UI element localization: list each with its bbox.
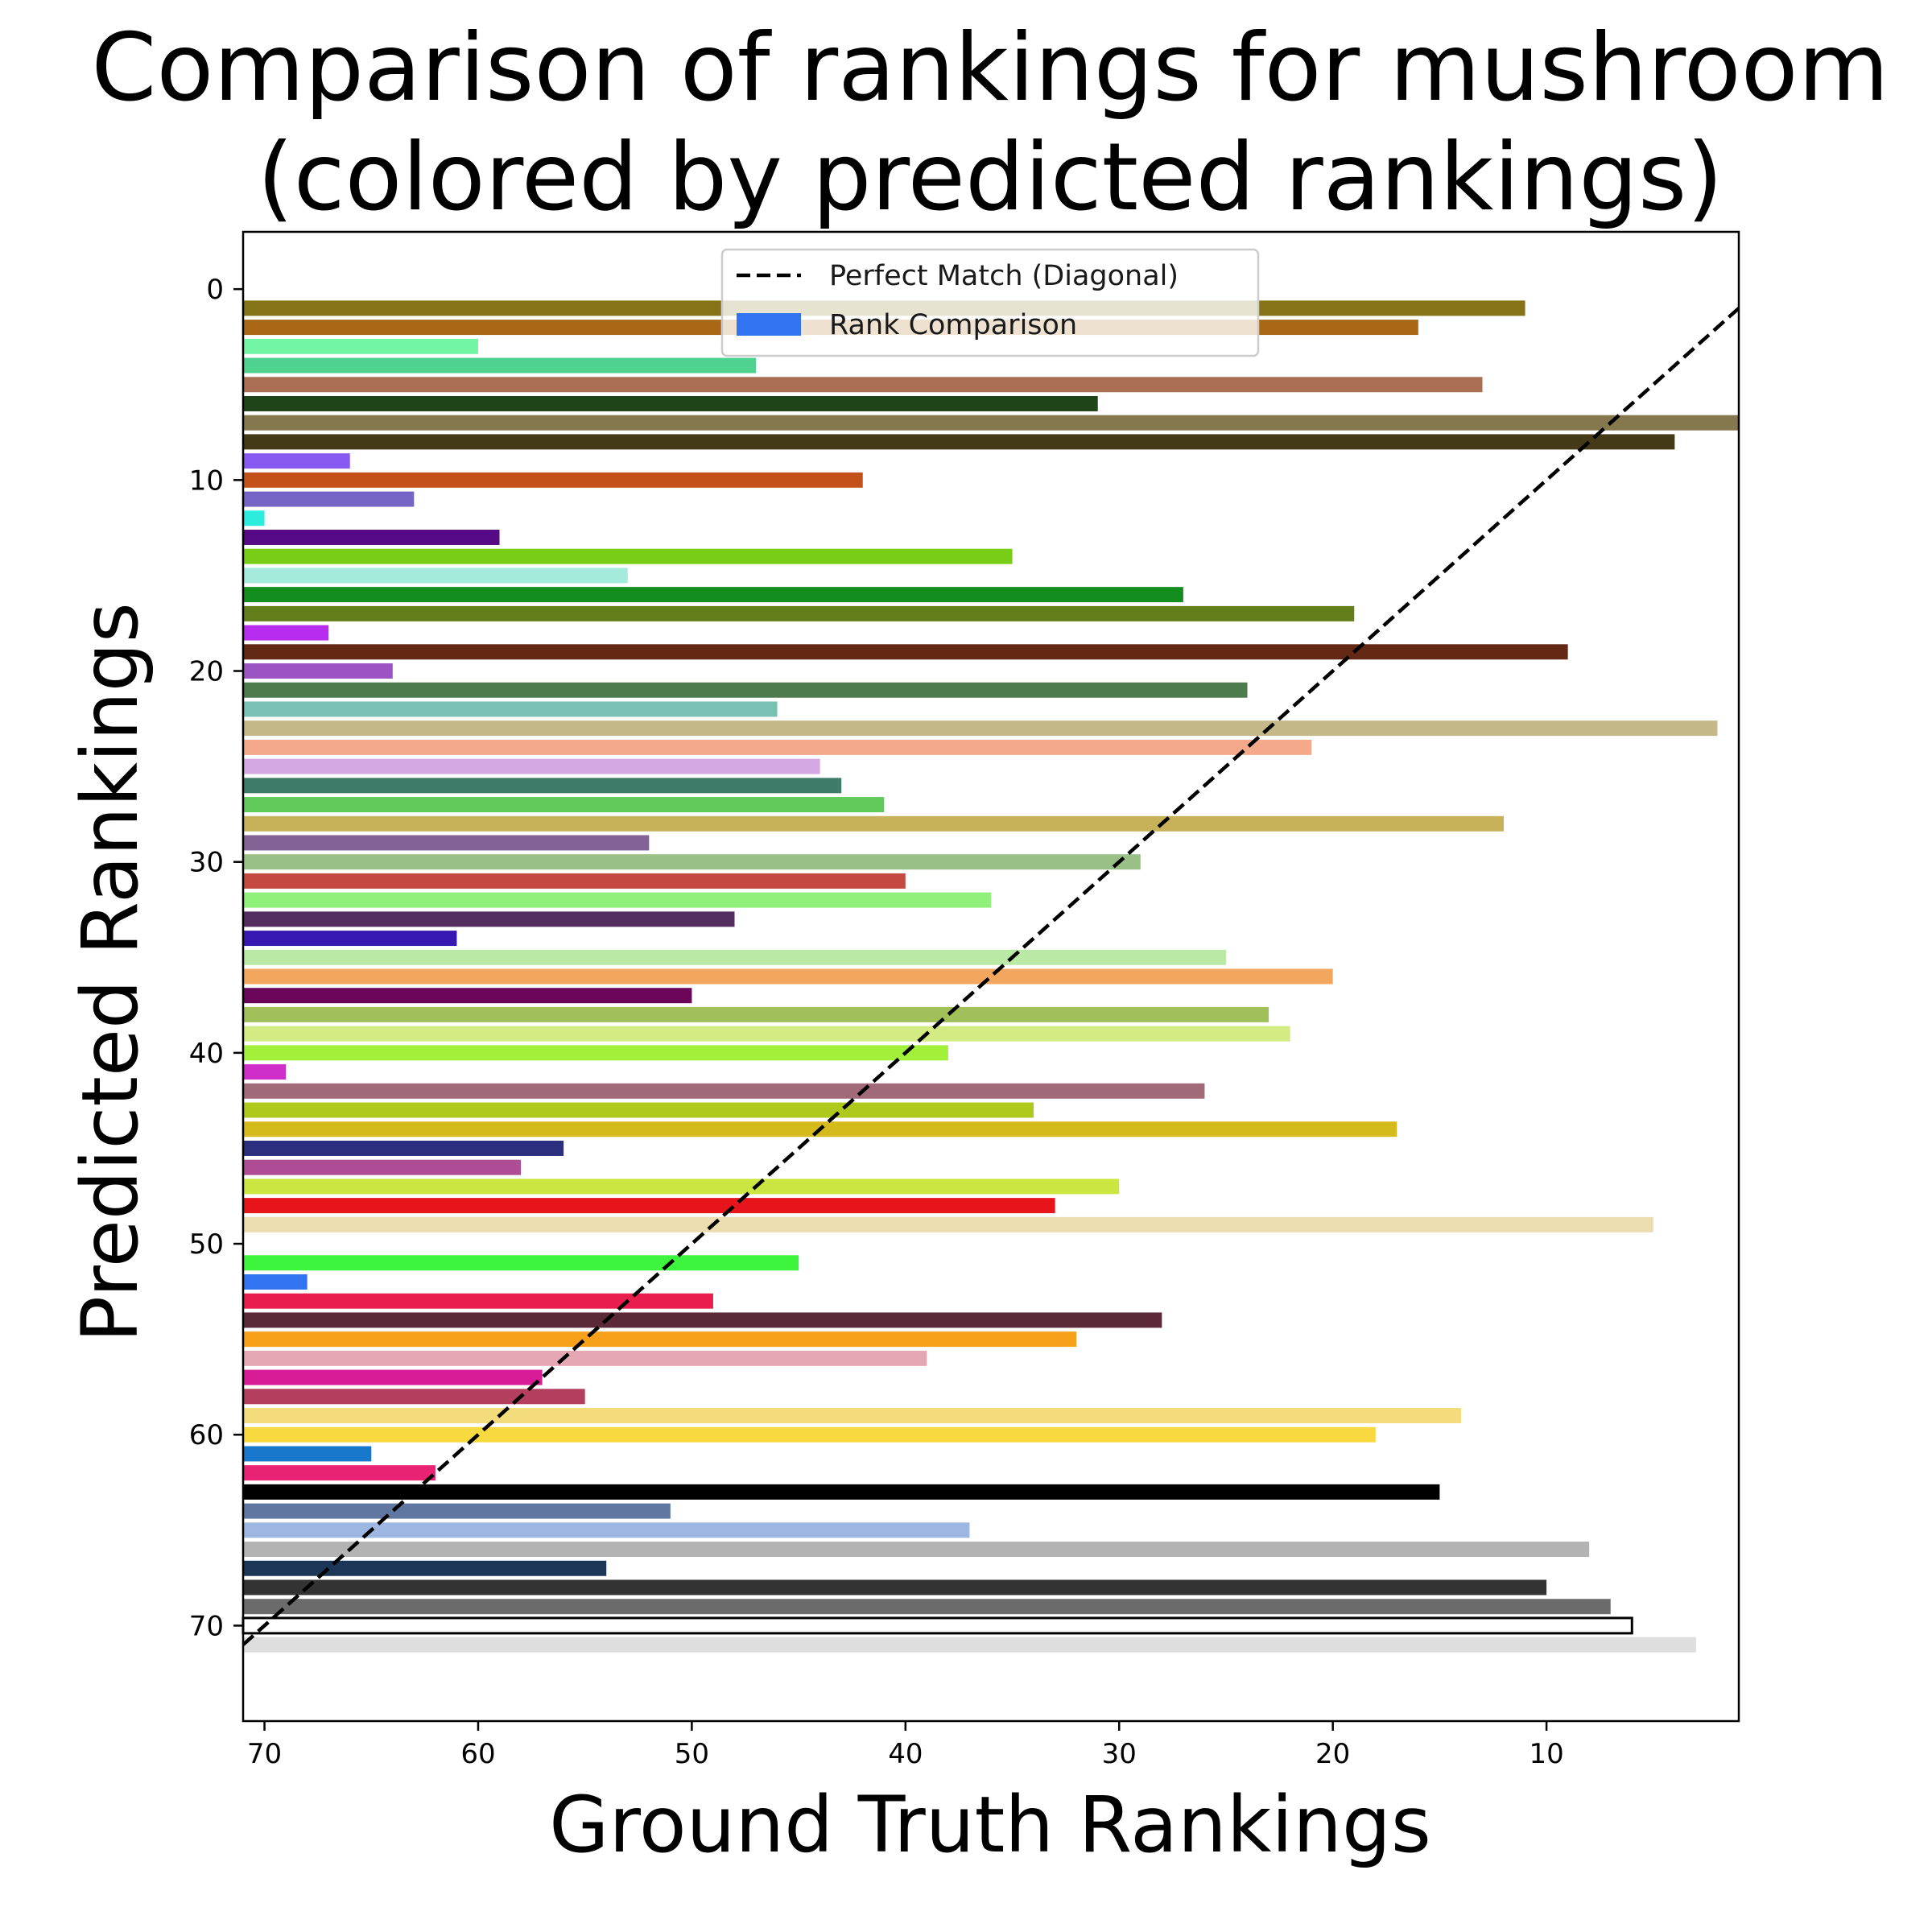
bar [243, 663, 393, 679]
x-tick-label: 10 [1529, 1738, 1563, 1770]
bar [243, 1484, 1440, 1500]
bar [243, 510, 265, 526]
bar [243, 1408, 1461, 1423]
bar [243, 491, 415, 507]
bar [242, 1616, 1633, 1635]
bar [243, 644, 1568, 660]
bar [243, 931, 457, 947]
bar [243, 1579, 1547, 1596]
bar [243, 530, 500, 545]
bar [243, 797, 885, 813]
legend-label-diagonal: Perfect Match (Diagonal) [829, 260, 1179, 292]
y-tick-label: 40 [189, 1038, 224, 1070]
y-tick-label: 50 [189, 1228, 224, 1261]
bar [243, 854, 1141, 870]
x-ticks: 70 60 50 40 30 20 10 [247, 1721, 1564, 1770]
bar [243, 338, 478, 354]
diagonal-line [242, 307, 1740, 1646]
bar [243, 1198, 1055, 1214]
y-tick-label: 30 [189, 847, 224, 879]
bar [243, 568, 628, 584]
bar [243, 1446, 372, 1462]
bar [243, 605, 1355, 621]
legend-rank-swatch [737, 313, 801, 336]
bar [243, 739, 1312, 755]
legend-label-rank: Rank Comparison [829, 309, 1077, 341]
x-tick-label: 70 [247, 1738, 282, 1770]
bar [243, 988, 692, 1004]
chart-title-line2: (colored by predicted rankings) [257, 123, 1723, 232]
bar [243, 1331, 1077, 1348]
bar [243, 1293, 713, 1309]
bar [243, 815, 1505, 832]
bar [243, 1637, 1696, 1653]
bar [243, 1503, 671, 1519]
bar [243, 415, 1739, 431]
y-tick-label: 70 [189, 1610, 224, 1642]
bar [243, 835, 650, 851]
bar [243, 1064, 287, 1080]
bar [243, 1006, 1269, 1022]
y-tick-label: 20 [189, 656, 224, 688]
bar [243, 1216, 1653, 1232]
bar [243, 357, 757, 374]
bar [243, 1255, 799, 1271]
chart-title-line1: Comparison of rankings for mushroom [91, 14, 1889, 122]
bar [243, 968, 1333, 985]
bar [243, 472, 863, 488]
bar [243, 1179, 1120, 1195]
bar [243, 1465, 436, 1481]
bar [243, 892, 991, 908]
bar [243, 548, 1013, 564]
bar [243, 1045, 948, 1061]
bar [243, 949, 1226, 965]
bar [243, 1140, 564, 1156]
y-ticks: 0 10 20 30 40 50 60 70 [189, 274, 243, 1642]
x-tick-label: 30 [1102, 1738, 1137, 1770]
bar [243, 873, 906, 889]
bar [243, 587, 1183, 603]
x-tick-label: 60 [460, 1738, 495, 1770]
bar [243, 1026, 1290, 1042]
bar [243, 1599, 1611, 1615]
y-tick-label: 0 [206, 274, 224, 306]
bar [243, 434, 1675, 450]
bar [243, 1369, 543, 1385]
bar [243, 1426, 1376, 1443]
bar [243, 377, 1483, 393]
bar [243, 1389, 585, 1405]
bar [243, 682, 1248, 698]
bars-group [242, 300, 1739, 1653]
legend: Perfect Match (Diagonal) Rank Comparison [720, 248, 1260, 357]
bar [243, 1350, 927, 1366]
y-tick-label: 10 [189, 464, 224, 497]
bar [243, 911, 735, 927]
bar [243, 758, 820, 774]
bar [243, 1522, 970, 1538]
bar [243, 778, 842, 794]
bar [243, 1312, 1162, 1328]
x-tick-label: 50 [675, 1738, 709, 1770]
y-axis-label: Predicted Rankings [65, 602, 155, 1343]
bar [243, 1560, 607, 1576]
bar [243, 701, 778, 717]
bar [243, 1542, 1590, 1558]
bar [243, 395, 1098, 411]
bar [243, 1083, 1205, 1099]
plot-frame [242, 230, 1740, 1723]
bar [243, 1159, 522, 1175]
x-axis-label: Ground Truth Rankings [549, 1780, 1431, 1870]
bar [243, 453, 350, 469]
legend-box [720, 248, 1260, 357]
x-tick-label: 20 [1315, 1738, 1350, 1770]
bar [243, 1274, 308, 1290]
x-tick-label: 40 [888, 1738, 923, 1770]
y-tick-label: 60 [189, 1419, 224, 1451]
bar [243, 1102, 1034, 1118]
bar [243, 720, 1718, 737]
bar [243, 625, 329, 641]
